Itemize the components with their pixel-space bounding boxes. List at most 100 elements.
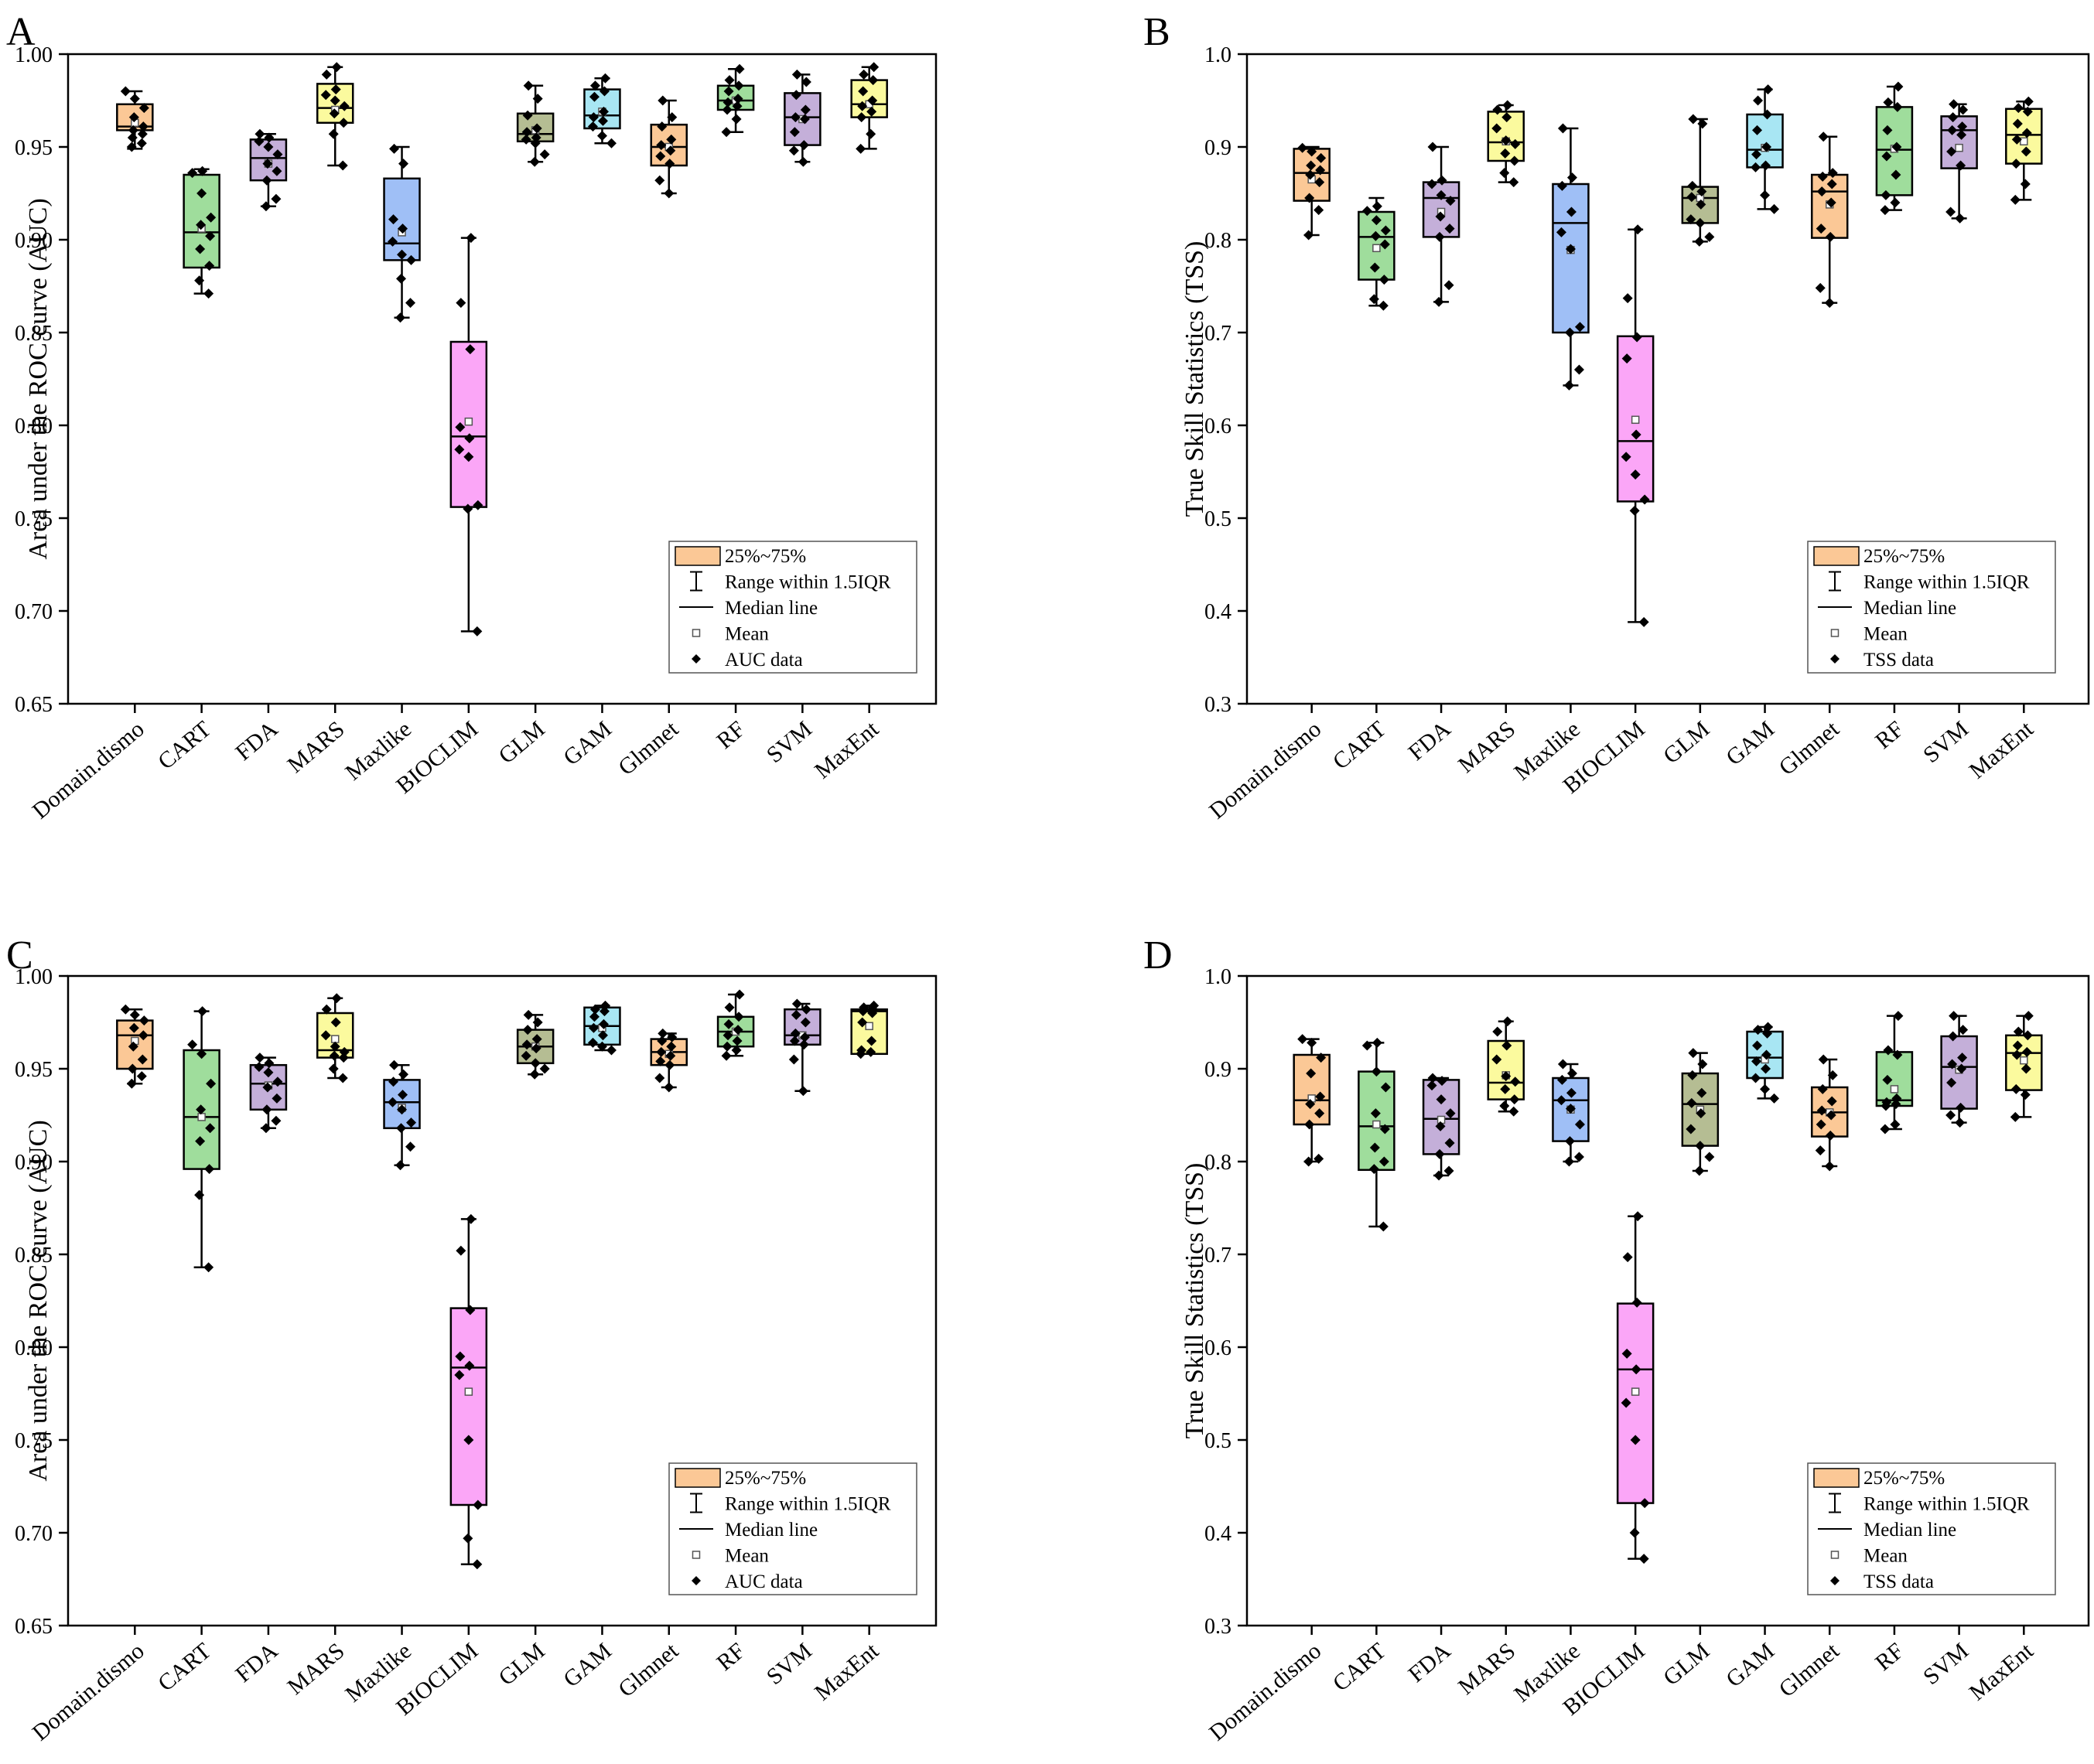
data-point (733, 94, 743, 104)
data-point (1492, 104, 1503, 115)
legend-label-median: Median line (1863, 598, 1956, 619)
data-point (1501, 1040, 1512, 1051)
data-point (800, 1017, 811, 1028)
data-point (1509, 1094, 1520, 1105)
y-tick-label-a: 0.85 (15, 322, 53, 346)
panel-d: D 0.3 0.4 0.5 0.6 0.7 0.8 0.9 1.0 True Skill Sta… (1143, 933, 2090, 1745)
data-point (666, 134, 677, 145)
data-point (856, 143, 866, 154)
data-point (397, 1104, 408, 1115)
box-gam-c (583, 1000, 621, 1056)
box-svm-c (784, 998, 822, 1097)
box-glm-d (1681, 1048, 1720, 1176)
y-axis-label-a: Area under the ROC curve (AUC) (24, 198, 53, 559)
data-point (867, 1008, 878, 1018)
y-tick-label-b: 0.4 (1204, 600, 1231, 624)
data-point (1443, 1165, 1454, 1176)
data-point (1694, 236, 1705, 247)
data-point (1622, 293, 1633, 304)
x-tick-label-gam-a: GAM (559, 716, 617, 770)
y-tick-label-d: 0.5 (1204, 1429, 1231, 1453)
data-point (1815, 1145, 1826, 1156)
data-point (788, 1054, 799, 1065)
data-point (1563, 380, 1574, 391)
data-point (261, 1104, 272, 1115)
legend-d: 25%~75% Range within 1.5IQR Median line Mea… (1807, 1462, 2056, 1595)
data-point (456, 298, 466, 309)
data-point (254, 136, 265, 147)
mean-marker (464, 417, 473, 426)
data-point (456, 1245, 466, 1256)
data-point (272, 149, 283, 160)
iqr-box (1293, 1053, 1331, 1126)
legend-b: 25%~75% Range within 1.5IQR Median line Mea… (1807, 541, 2056, 674)
data-point (1622, 1252, 1633, 1263)
data-point (321, 1004, 332, 1015)
x-tick-label-glm-d: GLM (1658, 1638, 1714, 1691)
data-point (2021, 1046, 2032, 1057)
data-point (395, 1160, 406, 1171)
data-point (1704, 231, 1715, 242)
data-point (463, 452, 474, 462)
data-point (857, 1017, 868, 1028)
data-point (205, 230, 216, 241)
data-point (1631, 332, 1642, 343)
data-point (789, 127, 800, 138)
box-mars-b (1487, 100, 1525, 188)
data-point (599, 1006, 610, 1017)
data-point (731, 1045, 742, 1056)
data-point (1882, 125, 1893, 135)
data-point (254, 1053, 265, 1063)
data-point (1380, 225, 1391, 236)
box-cart-d (1358, 1037, 1395, 1232)
data-point (1883, 1045, 1894, 1056)
data-point (330, 95, 340, 106)
data-point (1371, 215, 1382, 226)
y-tick-label-b: 1.0 (1204, 43, 1231, 67)
data-point (1880, 1124, 1891, 1134)
data-point (396, 273, 407, 284)
box-maxlike-c (383, 1059, 421, 1171)
data-point (724, 1002, 735, 1013)
data-point (664, 1082, 675, 1093)
data-point (396, 1123, 407, 1134)
data-point (1378, 300, 1389, 311)
data-point (1502, 1016, 1513, 1027)
data-point (2020, 1090, 2031, 1100)
data-point (1947, 125, 1958, 135)
data-point (2011, 134, 2022, 145)
box-glm-c (516, 1009, 555, 1080)
data-point (1815, 282, 1826, 293)
data-point (1510, 138, 1521, 149)
data-point (521, 1039, 532, 1050)
data-point (1370, 230, 1381, 241)
data-point (1696, 186, 1707, 197)
data-point (791, 69, 802, 80)
data-point (1946, 1077, 1957, 1088)
y-tick-label-d: 0.8 (1204, 1151, 1231, 1175)
data-point (466, 233, 477, 244)
data-point (722, 97, 733, 107)
legend-label-box: 25%~75% (1863, 546, 1945, 567)
x-tick-label-rf-b: RF (1870, 716, 1908, 754)
data-point (2021, 128, 2032, 138)
data-point (1304, 1119, 1315, 1130)
data-point (1760, 189, 1771, 200)
legend-mean-icon (1830, 629, 1840, 637)
plot-frame-c (67, 974, 938, 1627)
x-tick-label-svm-d: SVM (1918, 1638, 1973, 1690)
data-point (330, 1041, 340, 1052)
data-point (272, 1076, 283, 1087)
data-point (126, 1078, 137, 1089)
data-point (1445, 196, 1456, 206)
iqr-box (1746, 113, 1784, 169)
box-fda-d (1422, 1073, 1460, 1181)
legend-point-icon (1830, 654, 1840, 664)
data-point (120, 86, 131, 97)
data-point (1687, 1070, 1698, 1080)
data-point (539, 149, 550, 160)
box-cart-a (183, 165, 220, 299)
data-point (1686, 1124, 1696, 1134)
data-point (1491, 123, 1502, 134)
data-point (1686, 192, 1697, 203)
